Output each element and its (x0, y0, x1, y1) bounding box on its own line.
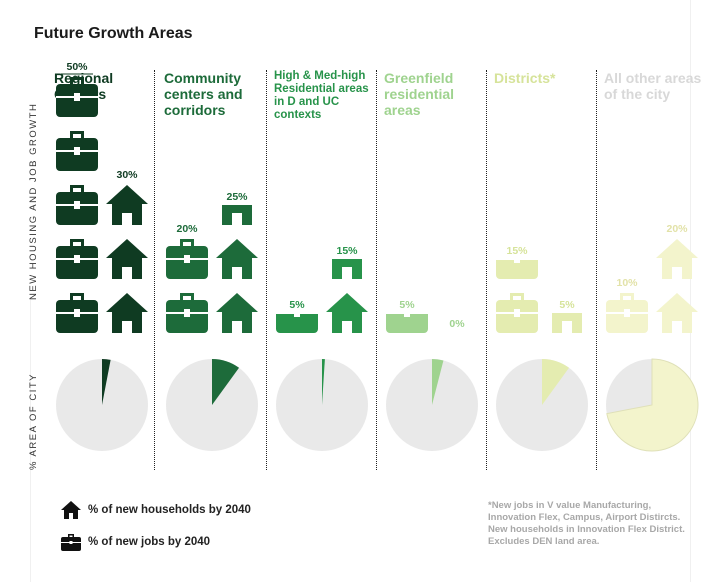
pie-slice (102, 359, 111, 405)
data-label: 5% (559, 299, 575, 311)
column-header-other-areas: All other areas of the city (604, 70, 702, 102)
briefcase-icon (56, 239, 98, 279)
house-icon (106, 185, 148, 225)
briefcase-icon (56, 77, 98, 117)
briefcase-icon (56, 185, 98, 225)
data-label: 5% (399, 299, 415, 311)
briefcase-icon (166, 239, 208, 279)
legend-households-label: % of new households by 2040 (88, 504, 251, 516)
briefcase-icon (606, 293, 648, 333)
pie-slice (606, 358, 699, 452)
column-header-greenfield: Greenfield residential areas (384, 70, 455, 118)
briefcase-icon-partial (386, 313, 428, 333)
data-label: 30% (116, 169, 138, 181)
footnote: *New jobs in V value Manufacturing, Inno… (488, 500, 685, 547)
briefcase-icon (496, 293, 538, 333)
briefcase-icon (56, 293, 98, 333)
pie-slice (542, 359, 570, 405)
briefcase-icon-partial (276, 313, 318, 333)
data-label: 5% (289, 299, 305, 311)
briefcase-icon-partial (496, 259, 538, 279)
column-separator (376, 70, 377, 470)
legend-jobs: % of new jobs by 2040 (60, 532, 210, 552)
house-icon (216, 239, 258, 279)
column-separator (486, 70, 487, 470)
background-line (690, 0, 691, 582)
legend-jobs-label: % of new jobs by 2040 (88, 536, 211, 548)
briefcase-icon (56, 131, 98, 171)
legend-households: % of new households by 2040 (60, 500, 251, 520)
background-line (30, 300, 31, 582)
house-icon (106, 293, 148, 333)
house-icon (61, 501, 81, 519)
column-header-districts: Districts* (494, 70, 556, 86)
house-icon (656, 293, 698, 333)
column-separator (596, 70, 597, 470)
house-icon (216, 293, 258, 333)
column-header-high-med-residential: High & Med-high Residential areas in D a… (274, 70, 369, 121)
data-label: 15% (336, 245, 358, 257)
house-icon-partial (552, 313, 582, 333)
data-label: 20% (666, 223, 688, 235)
house-icon-partial (222, 205, 252, 225)
column-header-community-centers: Community centers and corridors (164, 70, 243, 118)
data-label: 10% (616, 277, 638, 289)
house-icon (656, 239, 698, 279)
data-label: 25% (226, 191, 248, 203)
column-separator (154, 70, 155, 470)
briefcase-icon (166, 293, 208, 333)
data-label: 0% (449, 318, 465, 330)
data-label: 20% (176, 223, 198, 235)
house-icon (106, 239, 148, 279)
pie-slice (212, 359, 240, 405)
pie-slice (432, 359, 444, 405)
briefcase-icon (61, 534, 81, 551)
house-icon-partial (332, 259, 362, 279)
data-label: 15% (506, 245, 528, 257)
pie-slice (322, 359, 325, 405)
house-icon (326, 293, 368, 333)
data-label: 50% (66, 61, 88, 73)
column-separator (266, 70, 267, 470)
page-title: Future Growth Areas (34, 25, 193, 42)
